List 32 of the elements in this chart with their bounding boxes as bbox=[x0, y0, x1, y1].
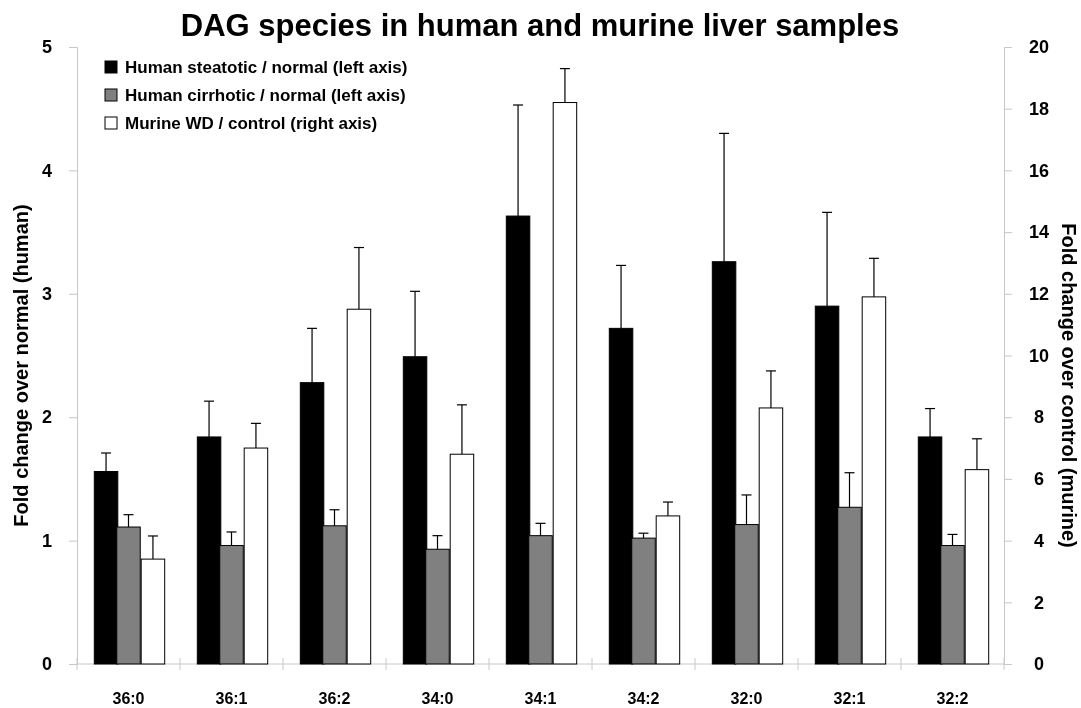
legend-label: Murine WD / control (right axis) bbox=[125, 114, 378, 133]
y2-tick-label: 6 bbox=[1033, 469, 1045, 490]
x-tick-label: 36:2 bbox=[318, 690, 351, 707]
y2-tick-label: 8 bbox=[1033, 407, 1045, 428]
y2-tick-label: 14 bbox=[1028, 222, 1050, 243]
y2-tick-label: 4 bbox=[1033, 530, 1045, 551]
x-tick-label: 34:0 bbox=[421, 690, 454, 707]
chart-title: DAG species in human and murine liver samples bbox=[180, 8, 900, 43]
y-tick-label: 4 bbox=[41, 160, 53, 181]
y2-tick-label: 2 bbox=[1033, 592, 1045, 613]
y-tick-label: 1 bbox=[41, 530, 53, 551]
y2-tick-label: 10 bbox=[1028, 345, 1050, 366]
y-tick-label: 3 bbox=[41, 284, 53, 305]
x-tick-label: 32:2 bbox=[936, 690, 969, 707]
x-tick-label: 32:0 bbox=[730, 690, 763, 707]
y-tick-label: 0 bbox=[41, 654, 53, 675]
y-tick-label: 5 bbox=[41, 37, 53, 58]
x-tick-label: 34:1 bbox=[524, 690, 557, 707]
legend-label: Human steatotic / normal (left axis) bbox=[125, 58, 408, 77]
y-tick-label: 2 bbox=[41, 407, 53, 428]
y-axis-title: Fold change over normal (human) bbox=[10, 204, 32, 527]
legend-label: Human cirrhotic / normal (left axis) bbox=[125, 86, 406, 105]
x-tick-label: 36:0 bbox=[112, 690, 145, 707]
y2-tick-label: 20 bbox=[1028, 37, 1050, 58]
y2-tick-label: 0 bbox=[1033, 654, 1045, 675]
y2-tick-label: 18 bbox=[1028, 98, 1050, 119]
x-tick-label: 32:1 bbox=[833, 690, 866, 707]
y2-tick-label: 12 bbox=[1028, 284, 1050, 305]
x-tick-label: 34:2 bbox=[627, 690, 660, 707]
y2-tick-label: 16 bbox=[1028, 160, 1050, 181]
y2-axis-title: Fold change over control (murine) bbox=[1058, 223, 1080, 548]
x-tick-label: 36:1 bbox=[215, 690, 248, 707]
